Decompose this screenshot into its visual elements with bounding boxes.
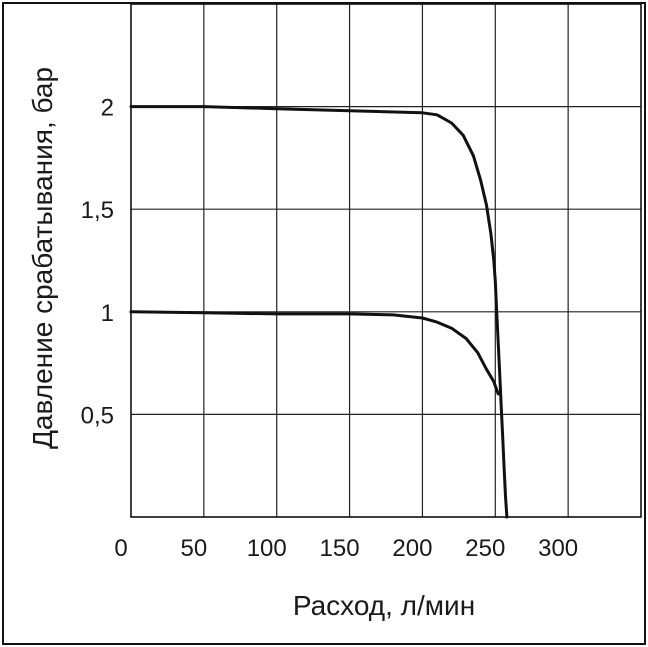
y-tick-label: 1 xyxy=(101,300,114,327)
grid xyxy=(130,3,642,518)
x-tick-label: 200 xyxy=(392,535,432,562)
x-tick-label: 50 xyxy=(181,535,208,562)
x-axis-title: Расход, л/мин xyxy=(293,590,475,621)
tick-labels: 0 50 100 150 200 250 300 0,5 1 1,5 2 xyxy=(81,95,579,562)
x-tick-label: 0 xyxy=(114,535,127,562)
y-tick-label: 2 xyxy=(101,95,114,122)
series-layer xyxy=(129,105,509,519)
x-tick-label: 150 xyxy=(320,535,360,562)
plot-area-border xyxy=(130,3,642,518)
series-line-1 xyxy=(129,105,509,519)
y-tick-label: 0,5 xyxy=(81,402,114,429)
x-tick-label: 250 xyxy=(465,535,505,562)
x-tick-label: 100 xyxy=(247,535,287,562)
y-axis-title: Давление срабатывания, бар xyxy=(27,67,58,449)
y-tick-label: 1,5 xyxy=(81,197,114,224)
series-line-2 xyxy=(129,310,500,396)
x-tick-label: 300 xyxy=(538,535,578,562)
